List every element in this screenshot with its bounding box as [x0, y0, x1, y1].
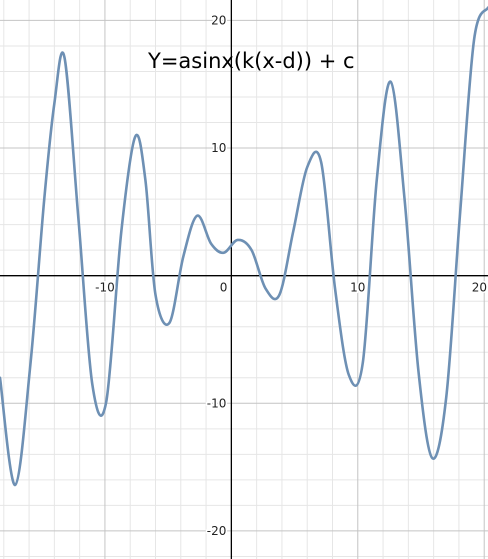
y-tick-label: -20	[207, 524, 227, 538]
series-line	[0, 6, 488, 487]
y-tick-label: 20	[211, 13, 226, 27]
y-tick-label: 10	[211, 141, 226, 155]
x-tick-label: 0	[220, 281, 228, 295]
x-tick-label: 20	[472, 281, 487, 295]
y-tick-label: -10	[207, 396, 227, 410]
x-tick-label: 10	[350, 281, 365, 295]
equation-annotation: Y=asinx(k(x-d)) + c	[147, 49, 355, 73]
x-tick-label: -10	[95, 281, 115, 295]
tick-labels: -10 0 10 20 -20 -10 10 20	[94, 12, 488, 540]
series-curve	[0, 6, 488, 487]
